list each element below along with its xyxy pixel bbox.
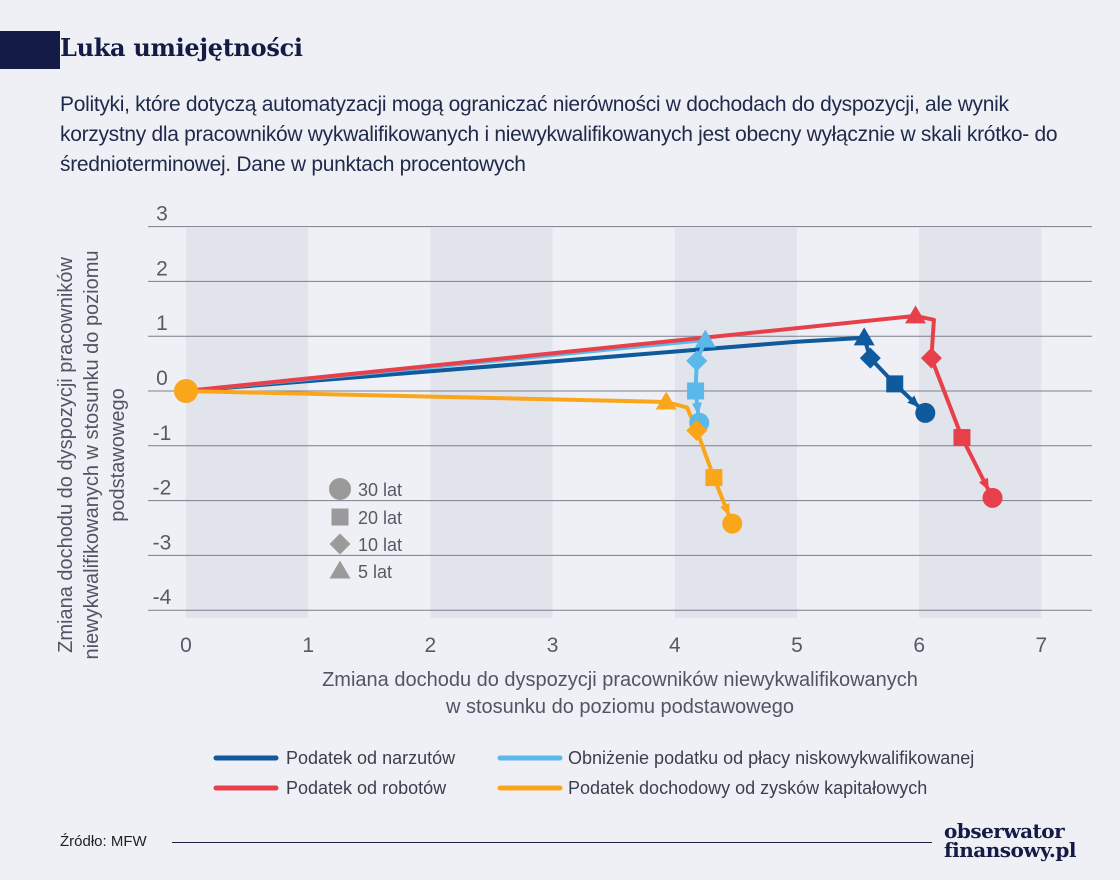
marker-legend-label: 20 lat <box>358 508 402 528</box>
x-axis-title-line2: w stosunku do poziomu podstawowego <box>445 696 794 718</box>
series-0-marker-diamond <box>859 347 881 369</box>
x-tick-label: 0 <box>180 634 192 657</box>
shaded-band-0 <box>186 228 309 618</box>
y-tick-label: -2 <box>153 477 172 500</box>
footer-divider <box>172 842 932 843</box>
x-tick-label: 7 <box>1036 634 1048 657</box>
legend-label-1: Obniżenie podatku od płacy niskowykwalif… <box>568 748 974 768</box>
series-3-marker-circle <box>174 379 198 403</box>
y-tick-label: 3 <box>156 203 168 226</box>
x-tick-label: 1 <box>302 634 314 657</box>
shaded-band-1 <box>430 228 553 618</box>
logo-line-2: finansowy.pl <box>944 838 1076 862</box>
series-1-marker-diamond <box>686 350 708 372</box>
y-tick-label: -3 <box>153 531 172 554</box>
y-tick-label: -1 <box>153 422 172 445</box>
x-tick-label: 3 <box>547 634 559 657</box>
y-axis-title-line3: podstawowego <box>107 388 129 521</box>
series-0-marker-square <box>886 375 904 393</box>
marker-legend-diamond <box>329 533 351 555</box>
series-3-marker-square <box>705 469 723 487</box>
series-3-marker-diamond <box>686 419 708 441</box>
x-tick-label: 6 <box>913 634 925 657</box>
title-accent-bar <box>0 31 60 69</box>
y-axis-title-line1: Zmiana dochodu do dyspozycji pracowników <box>55 257 77 653</box>
y-tick-label: -4 <box>153 586 172 609</box>
y-tick-label: 1 <box>156 312 168 335</box>
series-2-marker-diamond <box>920 347 942 369</box>
brand-logo: obserwator finansowy.pl <box>944 819 1094 862</box>
x-tick-label: 2 <box>425 634 437 657</box>
series-1-marker-triangle <box>694 329 716 348</box>
logo-line-1: obserwator <box>944 819 1065 843</box>
marker-legend-label: 30 lat <box>358 480 402 500</box>
chart-subtitle: Polityki, które dotyczą automatyzacji mo… <box>60 93 1058 176</box>
legend-label-0: Podatek od narzutów <box>286 748 456 768</box>
series-0-marker-triangle <box>853 327 875 346</box>
series-1-marker-square <box>687 382 705 400</box>
marker-legend-circle <box>329 478 351 500</box>
series-0-marker-circle <box>915 402 936 423</box>
legend-label-2: Podatek od robotów <box>286 778 447 798</box>
marker-legend-triangle <box>329 560 351 579</box>
series-arrow-3 <box>720 503 730 517</box>
page-title: Luka umiejętności <box>60 33 303 62</box>
y-tick-label: 0 <box>156 367 168 390</box>
series-3-marker-triangle <box>655 391 677 410</box>
series-arrow-1 <box>691 402 702 415</box>
marker-legend-label: 5 lat <box>358 562 392 582</box>
series-3-marker-circle <box>722 513 743 534</box>
marker-legend-square <box>331 508 349 526</box>
y-axis-title-line2: niewykwalifikowanych w stosunku do pozio… <box>81 250 103 659</box>
legend-label-3: Podatek dochodowy od zysków kapitałowych <box>568 778 927 798</box>
marker-legend-label: 10 lat <box>358 535 402 555</box>
shaded-band-3 <box>919 228 1042 618</box>
x-tick-label: 5 <box>791 634 803 657</box>
series-arrow-0 <box>907 395 920 408</box>
series-2-marker-circle <box>982 487 1003 508</box>
source-note: Źródło: MFW <box>60 833 147 850</box>
series-2-marker-square <box>953 429 971 447</box>
y-tick-label: 2 <box>156 257 168 280</box>
series-arrow-2 <box>979 477 989 491</box>
series-line-2 <box>184 313 995 500</box>
x-tick-label: 4 <box>669 634 681 657</box>
x-axis-title-line1: Zmiana dochodu do dyspozycji pracowników… <box>322 669 918 691</box>
series-2-marker-triangle <box>905 305 927 324</box>
y-axis-title: Zmiana dochodu do dyspozycji pracowników… <box>55 250 129 659</box>
